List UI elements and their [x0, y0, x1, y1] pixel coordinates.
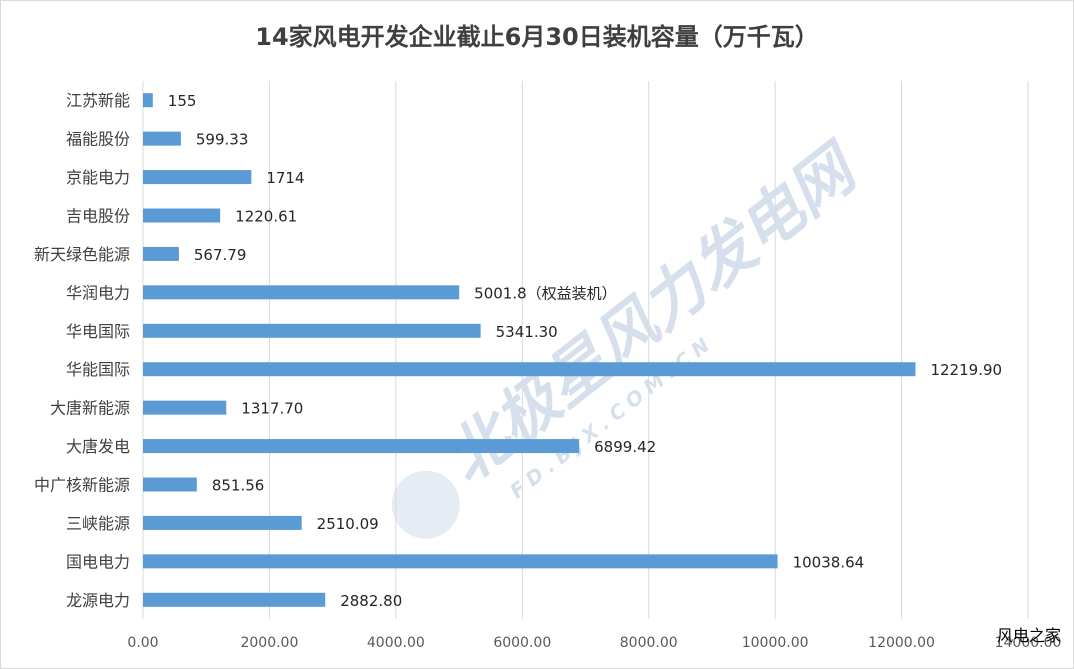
chart-title: 14家风电开发企业截止6月30日装机容量（万千瓦） [255, 23, 819, 51]
data-label: 10038.64 [793, 553, 865, 571]
data-label: 2882.80 [340, 592, 402, 610]
bar [143, 592, 326, 607]
x-axis-ticks: 0.00 2000.00 4000.00 6000.00 8000.00 10000.00… [127, 635, 1061, 651]
bar [143, 323, 481, 338]
x-tick-label: 10000.00 [742, 635, 809, 651]
bar [143, 285, 460, 300]
x-tick-label: 6000.00 [493, 635, 551, 651]
data-label: 599.33 [196, 131, 249, 149]
bar [143, 131, 181, 146]
x-tick-label: 12000.00 [868, 635, 935, 651]
watermark: 北极星风力发电网 FD.BJX.COM.CN [391, 128, 875, 539]
category-label: 大唐发电 [66, 437, 130, 456]
bar [143, 477, 197, 492]
category-label: 国电电力 [66, 552, 130, 571]
category-label: 中广核新能源 [34, 476, 130, 495]
x-tick-label: 2000.00 [240, 635, 298, 651]
category-label: 江苏新能 [66, 91, 130, 110]
data-label: 1714 [266, 169, 304, 187]
bar [143, 246, 179, 261]
data-label: 155 [168, 92, 197, 110]
x-tick-label: 4000.00 [367, 635, 425, 651]
data-label: 2510.09 [317, 515, 379, 533]
data-labels: 155 599.33 1714 1220.61 567.79 5001.8（权益装机） 53… [168, 92, 1002, 610]
data-label: 12219.90 [930, 361, 1002, 379]
category-labels: 江苏新能福能股份京能电力吉电股份新天绿色能源华润电力华电国际华能国际大唐新能源大… [34, 91, 130, 610]
category-label: 龙源电力 [66, 591, 130, 610]
category-label: 新天绿色能源 [34, 245, 130, 264]
category-label: 吉电股份 [66, 207, 130, 226]
bar [143, 439, 580, 454]
data-label: 5341.30 [496, 323, 558, 341]
category-label: 大唐新能源 [50, 399, 130, 418]
watermark-logo-icon [391, 470, 460, 539]
x-tick-label: 0.00 [127, 635, 158, 651]
data-label: 6899.42 [594, 438, 656, 456]
category-label: 京能电力 [66, 168, 130, 187]
data-label: 851.56 [212, 477, 265, 495]
category-label: 华润电力 [66, 283, 130, 302]
data-label: 5001.8（权益装机） [474, 284, 616, 302]
data-label: 1317.70 [241, 400, 303, 418]
bar [143, 362, 916, 377]
bar [143, 93, 153, 108]
source-label: 风电之家 [996, 626, 1061, 645]
data-label: 567.79 [194, 246, 247, 264]
bar [143, 515, 302, 530]
x-tick-label: 8000.00 [620, 635, 678, 651]
bars [143, 93, 916, 607]
category-label: 三峡能源 [66, 514, 130, 533]
category-label: 福能股份 [66, 130, 130, 149]
bar [143, 208, 221, 223]
bar [143, 400, 227, 415]
bar [143, 554, 778, 569]
bar [143, 170, 252, 185]
category-label: 华能国际 [66, 360, 130, 379]
category-label: 华电国际 [66, 322, 130, 341]
data-label: 1220.61 [235, 208, 297, 226]
x-tick-label: 14000.00 [995, 635, 1062, 651]
